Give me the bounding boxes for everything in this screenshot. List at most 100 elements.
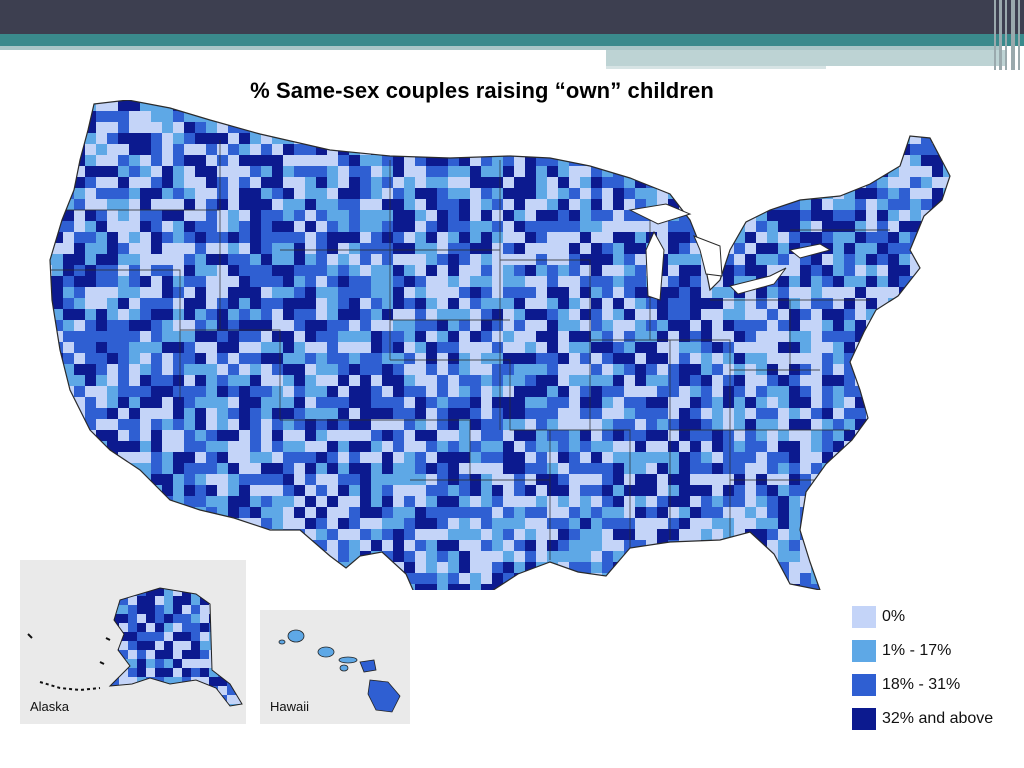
county-cell <box>844 551 867 563</box>
county-cell <box>536 573 548 585</box>
slide-accent-strip-right <box>606 50 1006 66</box>
county-cell <box>184 221 196 233</box>
county-cell <box>107 144 119 156</box>
county-cell <box>382 287 394 299</box>
county-cell <box>954 155 970 166</box>
county-cell <box>668 199 680 211</box>
county-cell <box>52 419 64 431</box>
county-cell <box>954 441 965 452</box>
county-cell <box>954 166 965 177</box>
county-cell <box>712 188 735 200</box>
county-cell <box>107 474 130 486</box>
county-cell <box>437 375 449 387</box>
county-cell <box>888 111 900 123</box>
county-cell <box>734 232 746 244</box>
county-cell <box>239 430 251 442</box>
county-cell <box>74 632 92 641</box>
county-cell <box>371 221 383 233</box>
county-cell <box>65 677 74 686</box>
county-cell <box>558 287 570 299</box>
county-cell <box>459 254 471 266</box>
county-cell <box>899 100 911 112</box>
county-cell <box>800 144 823 156</box>
county-cell <box>195 276 207 288</box>
county-cell <box>602 397 614 409</box>
county-cell <box>767 342 779 354</box>
county-cell <box>668 485 680 497</box>
county-cell <box>272 210 284 222</box>
county-cell <box>20 569 29 578</box>
county-cell <box>162 298 174 310</box>
county-cell <box>261 397 273 409</box>
county-cell <box>283 309 295 321</box>
county-cell <box>272 122 295 134</box>
county-cell <box>492 232 504 244</box>
county-cell <box>525 199 537 211</box>
county-cell <box>932 573 950 585</box>
county-cell <box>200 722 218 724</box>
county-cell <box>646 353 658 365</box>
county-cell <box>236 614 242 624</box>
county-cell <box>338 474 350 486</box>
county-cell <box>146 704 165 706</box>
county-cell <box>514 507 526 519</box>
slide-accent-line <box>606 66 826 69</box>
county-cell <box>470 309 482 321</box>
county-cell <box>481 518 493 530</box>
county-cell <box>63 452 75 464</box>
county-cell <box>118 122 130 134</box>
county-cell <box>701 155 713 167</box>
legend-label-2: 18% - 31% <box>882 676 961 693</box>
county-cell <box>855 353 867 365</box>
county-cell <box>745 265 757 277</box>
county-cell <box>250 188 262 200</box>
county-cell <box>701 221 724 233</box>
county-cell <box>811 254 823 266</box>
county-cell <box>50 375 53 387</box>
county-cell <box>514 287 526 299</box>
county-cell <box>547 276 559 288</box>
county-cell <box>668 276 680 288</box>
county-cell <box>734 254 746 266</box>
county-cell <box>503 342 515 354</box>
county-cell <box>558 375 570 387</box>
county-cell <box>173 650 183 660</box>
county-cell <box>164 704 174 706</box>
county-cell <box>965 199 970 210</box>
county-cell <box>360 342 372 354</box>
county-cell <box>184 210 196 222</box>
county-cell <box>668 232 680 244</box>
county-cell <box>426 309 438 321</box>
county-cell <box>38 614 47 623</box>
county-cell <box>734 166 746 178</box>
county-cell <box>844 331 856 343</box>
county-cell <box>580 287 592 299</box>
county-cell <box>250 518 262 530</box>
county-cell <box>778 320 790 332</box>
county-cell <box>448 353 460 365</box>
county-cell <box>63 485 75 497</box>
county-cell <box>184 166 196 178</box>
county-cell <box>811 342 823 354</box>
county-cell <box>514 540 526 552</box>
county-cell <box>92 722 101 724</box>
county-cell <box>954 375 965 386</box>
county-cell <box>866 507 878 519</box>
county-cell <box>712 100 724 112</box>
county-cell <box>184 375 196 387</box>
county-cell <box>668 177 680 189</box>
county-cell <box>85 540 108 552</box>
county-cell <box>56 569 65 578</box>
county-cell <box>129 287 141 299</box>
county-cell <box>866 331 878 343</box>
county-cell <box>789 265 801 277</box>
county-cell <box>30 485 41 496</box>
county-cell <box>382 144 405 156</box>
county-cell <box>690 155 702 167</box>
county-cell <box>182 686 201 696</box>
county-cell <box>200 704 210 706</box>
county-cell <box>200 623 210 633</box>
county-cell <box>943 419 950 431</box>
county-cell <box>492 397 504 409</box>
county-cell <box>294 364 306 376</box>
